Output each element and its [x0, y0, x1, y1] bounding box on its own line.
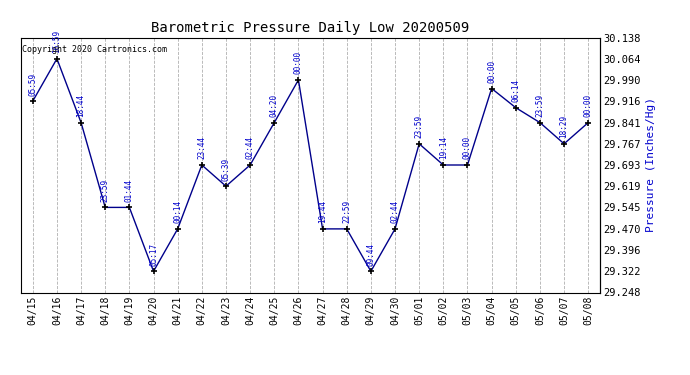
Text: 23:59: 23:59 — [535, 94, 544, 117]
Text: 23:59: 23:59 — [415, 115, 424, 138]
Text: Copyright 2020 Cartronics.com: Copyright 2020 Cartronics.com — [22, 45, 167, 54]
Text: 00:00: 00:00 — [487, 60, 496, 83]
Text: 19:44: 19:44 — [318, 200, 327, 223]
Text: 02:44: 02:44 — [391, 200, 400, 223]
Text: 23:59: 23:59 — [101, 179, 110, 202]
Text: 05:59: 05:59 — [28, 72, 37, 96]
Text: 19:14: 19:14 — [439, 136, 448, 159]
Text: 06:14: 06:14 — [511, 79, 520, 102]
Text: 05:39: 05:39 — [221, 158, 230, 181]
Title: Barometric Pressure Daily Low 20200509: Barometric Pressure Daily Low 20200509 — [151, 21, 470, 35]
Text: 00:00: 00:00 — [463, 136, 472, 159]
Text: 16:59: 16:59 — [52, 30, 61, 53]
Text: 18:44: 18:44 — [77, 94, 86, 117]
Text: 00:00: 00:00 — [294, 51, 303, 74]
Text: 04:20: 04:20 — [270, 94, 279, 117]
Text: 23:44: 23:44 — [197, 136, 206, 159]
Text: 02:44: 02:44 — [246, 136, 255, 159]
Y-axis label: Pressure (Inches/Hg): Pressure (Inches/Hg) — [646, 98, 656, 232]
Text: 00:14: 00:14 — [173, 200, 182, 223]
Text: 09:44: 09:44 — [366, 243, 375, 266]
Text: 01:44: 01:44 — [125, 179, 134, 202]
Text: 00:00: 00:00 — [584, 94, 593, 117]
Text: 05:17: 05:17 — [149, 243, 158, 266]
Text: 22:59: 22:59 — [342, 200, 351, 223]
Text: 18:29: 18:29 — [560, 115, 569, 138]
